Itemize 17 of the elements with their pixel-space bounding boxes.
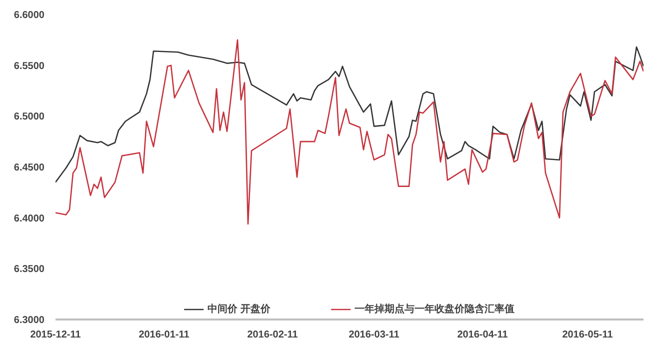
legend-label: 一年掉期点与一年收盘价隐含汇率值 [354, 302, 514, 316]
x-tick-label: 2016-04-11 [457, 330, 508, 340]
x-tick-label: 2016-02-11 [247, 330, 298, 340]
x-tick-label: 2016-05-11 [562, 330, 614, 340]
line-series [56, 46, 644, 183]
y-tick-label: 6.3000 [14, 315, 45, 326]
x-tick-label: 2016-03-11 [348, 330, 400, 340]
x-tick-label: 2016-01-11 [138, 330, 190, 340]
y-tick-label: 6.4500 [14, 162, 45, 174]
line-series [56, 39, 644, 225]
y-tick-label: 6.4000 [14, 213, 45, 224]
legend-label: 中间价 开盘价 [208, 302, 270, 316]
y-tick-label: 6.3500 [14, 264, 45, 276]
y-tick-label: 6.5000 [14, 112, 45, 123]
y-tick-label: 6.5500 [14, 60, 45, 72]
y-tick-label: 6.6000 [14, 10, 45, 21]
x-tick-label: 2015-12-11 [30, 330, 82, 340]
